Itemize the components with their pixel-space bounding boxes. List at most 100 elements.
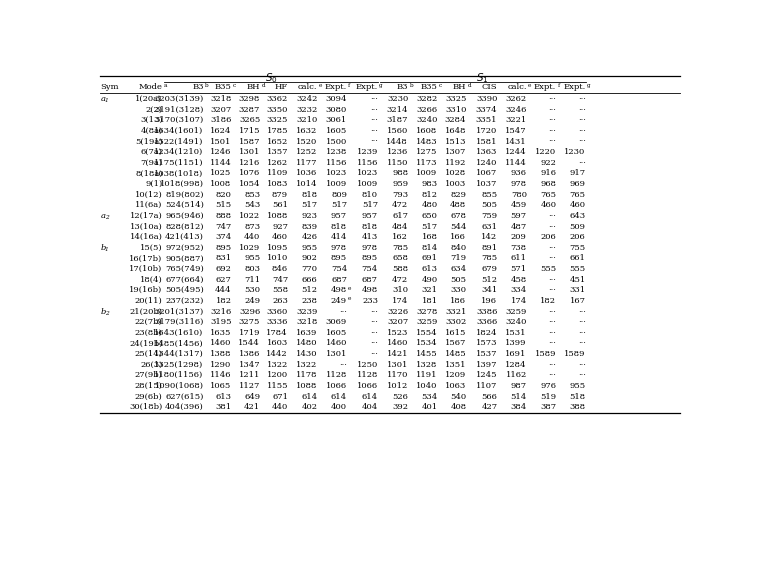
- Text: 19(16b): 19(16b): [129, 286, 163, 294]
- Text: 627(615): 627(615): [165, 392, 204, 401]
- Text: 414: 414: [330, 233, 347, 241]
- Text: 460: 460: [570, 201, 586, 209]
- Text: f: f: [349, 83, 350, 88]
- Text: 3179(3116): 3179(3116): [154, 318, 204, 326]
- Text: 1301: 1301: [387, 361, 408, 369]
- Text: 1010: 1010: [267, 255, 288, 262]
- Text: 983: 983: [422, 180, 438, 188]
- Text: 754: 754: [331, 265, 347, 273]
- Text: ···: ···: [549, 244, 556, 252]
- Text: 879: 879: [272, 191, 288, 198]
- Text: 820: 820: [215, 191, 231, 198]
- Text: 1573: 1573: [476, 339, 498, 347]
- Text: 404(396): 404(396): [165, 403, 204, 411]
- Text: 384: 384: [511, 403, 527, 411]
- Text: 765: 765: [570, 191, 586, 198]
- Text: 543: 543: [244, 201, 260, 209]
- Text: 440: 440: [244, 233, 260, 241]
- Text: 3191(3128): 3191(3128): [154, 106, 204, 114]
- Text: 1180(1156): 1180(1156): [154, 371, 204, 379]
- Text: 3218: 3218: [296, 318, 317, 326]
- Text: 793: 793: [392, 191, 408, 198]
- Text: 1209: 1209: [445, 371, 466, 379]
- Text: 166: 166: [451, 233, 466, 241]
- Text: 421(413): 421(413): [164, 233, 204, 241]
- Text: 22(7b): 22(7b): [135, 318, 163, 326]
- Text: 1009: 1009: [326, 180, 347, 188]
- Text: 498: 498: [331, 286, 347, 294]
- Text: 387: 387: [540, 403, 556, 411]
- Text: 839: 839: [301, 223, 317, 230]
- Text: 3232: 3232: [296, 106, 317, 114]
- Text: 902: 902: [301, 255, 317, 262]
- Text: b: b: [100, 307, 106, 315]
- Text: 237(232): 237(232): [165, 297, 204, 305]
- Text: 1109: 1109: [266, 169, 288, 178]
- Text: 895: 895: [362, 255, 378, 262]
- Text: b: b: [100, 244, 106, 252]
- Text: 765: 765: [540, 191, 556, 198]
- Text: 1022: 1022: [239, 212, 260, 220]
- Text: 206: 206: [570, 233, 586, 241]
- Text: 1083: 1083: [266, 180, 288, 188]
- Text: ···: ···: [370, 127, 378, 135]
- Text: HF: HF: [275, 84, 288, 92]
- Text: 1150: 1150: [387, 159, 408, 167]
- Text: 3(13): 3(13): [140, 116, 163, 124]
- Text: 13(10a): 13(10a): [130, 223, 163, 230]
- Text: 1275: 1275: [416, 148, 438, 156]
- Text: 381: 381: [215, 403, 231, 411]
- Text: 3310: 3310: [445, 106, 466, 114]
- Text: 1156: 1156: [326, 159, 347, 167]
- Text: ···: ···: [549, 95, 556, 103]
- Text: 611: 611: [511, 255, 527, 262]
- Text: calc.: calc.: [508, 84, 527, 92]
- Text: 1500: 1500: [326, 138, 347, 146]
- Text: 978: 978: [362, 244, 378, 252]
- Text: CIS: CIS: [482, 84, 498, 92]
- Text: 831: 831: [215, 255, 231, 262]
- Text: ···: ···: [370, 307, 378, 315]
- Text: 818: 818: [301, 191, 317, 198]
- Text: 1351: 1351: [445, 361, 466, 369]
- Text: ···: ···: [370, 350, 378, 358]
- Text: 968: 968: [540, 180, 556, 188]
- Text: ···: ···: [370, 339, 378, 347]
- Text: 3210: 3210: [296, 116, 317, 124]
- Text: 671: 671: [272, 392, 288, 401]
- Text: 614: 614: [362, 392, 378, 401]
- Text: 614: 614: [301, 392, 317, 401]
- Text: 480: 480: [422, 201, 438, 209]
- Text: 747: 747: [272, 275, 288, 284]
- Text: 955: 955: [569, 382, 586, 390]
- Text: 3207: 3207: [387, 318, 408, 326]
- Text: 819(802): 819(802): [165, 191, 204, 198]
- Text: 1301: 1301: [326, 350, 347, 358]
- Text: 957: 957: [331, 212, 347, 220]
- Text: b: b: [409, 83, 413, 88]
- Text: 472: 472: [392, 201, 408, 209]
- Text: 1014: 1014: [296, 180, 317, 188]
- Text: 687: 687: [331, 275, 347, 284]
- Text: 1178: 1178: [296, 371, 317, 379]
- Text: 488: 488: [450, 201, 466, 209]
- Text: 770: 770: [301, 265, 317, 273]
- Text: 3296: 3296: [239, 307, 260, 315]
- Text: 1648: 1648: [445, 127, 466, 135]
- Text: 1388: 1388: [210, 350, 231, 358]
- Text: e: e: [349, 296, 352, 301]
- Text: 677(664): 677(664): [165, 275, 204, 284]
- Text: 1191: 1191: [416, 371, 438, 379]
- Text: 814: 814: [422, 244, 438, 252]
- Text: 3325: 3325: [266, 116, 288, 124]
- Text: 310: 310: [392, 286, 408, 294]
- Text: 1036: 1036: [296, 169, 317, 178]
- Text: 427: 427: [481, 403, 498, 411]
- Text: 142: 142: [481, 233, 498, 241]
- Text: 711: 711: [244, 275, 260, 284]
- Text: 168: 168: [422, 233, 438, 241]
- Text: Expt.: Expt.: [534, 84, 556, 92]
- Text: 1325(1298): 1325(1298): [154, 361, 204, 369]
- Text: 1357: 1357: [266, 148, 288, 156]
- Text: ···: ···: [549, 255, 556, 262]
